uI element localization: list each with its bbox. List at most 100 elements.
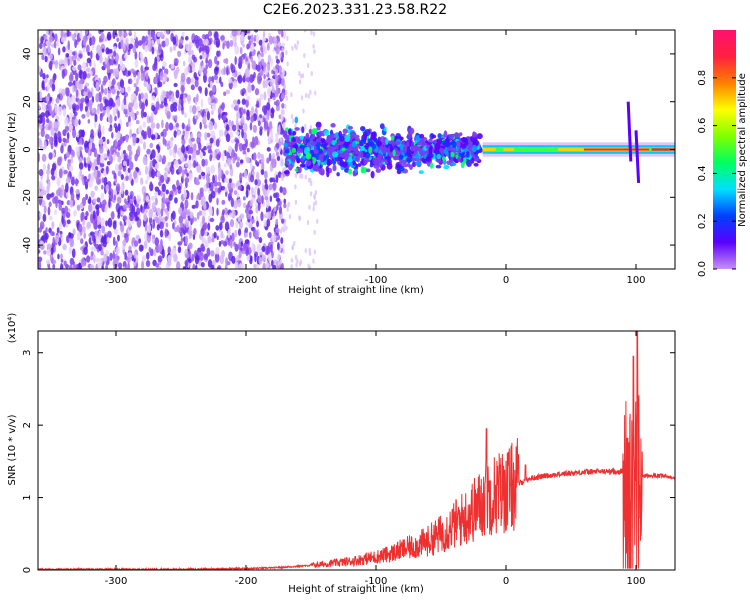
heatmap-cell <box>42 213 47 222</box>
heatmap-cell <box>58 221 63 230</box>
heatmap-cell <box>114 115 117 122</box>
heatmap-cell <box>44 109 50 119</box>
heatmap-cell <box>151 95 156 101</box>
heatmap-cell <box>106 31 112 41</box>
heatmap-cell <box>164 228 168 239</box>
heatmap-cell <box>74 118 79 127</box>
heatmap-cell <box>227 145 233 154</box>
heatmap-cell <box>281 42 286 47</box>
heatmap-cell <box>57 106 63 116</box>
heatmap-cell <box>283 203 287 209</box>
heatmap-cell <box>65 138 69 144</box>
heatmap-cell <box>245 189 249 198</box>
heatmap-cell <box>239 221 244 229</box>
heatmap-cell <box>301 126 305 134</box>
heatmap-cell <box>265 211 269 218</box>
heatmap-cell <box>95 204 100 210</box>
heatmap-cell <box>78 119 81 126</box>
heatmap-cell <box>136 194 141 205</box>
heatmap-cell <box>308 204 311 210</box>
heatmap-cell <box>238 56 243 66</box>
heatmap-cell <box>69 124 74 131</box>
heatmap-cell <box>76 263 80 269</box>
heatmap-cell <box>368 146 373 154</box>
heatmap-cell <box>138 93 142 102</box>
heatmap-cell <box>249 161 253 171</box>
colorbar-tick-label: 0.6 <box>697 118 708 134</box>
spectrogram-x-label: Height of straight line (km) <box>288 285 424 296</box>
heatmap-cell <box>203 52 207 59</box>
heatmap-cell <box>190 192 194 201</box>
heatmap-cell <box>248 209 254 215</box>
heatmap-cell <box>107 73 111 81</box>
heatmap-cell <box>82 219 86 226</box>
heatmap-cell <box>294 254 298 260</box>
heatmap-cell <box>249 199 253 207</box>
heatmap-cell <box>248 231 252 239</box>
heatmap-cell <box>164 37 169 47</box>
heatmap-cell <box>155 101 160 110</box>
heatmap-cell <box>270 108 275 114</box>
heatmap-cell <box>128 150 133 157</box>
heatmap-cell <box>443 164 450 170</box>
heatmap-cell <box>243 123 248 132</box>
heatmap-cell <box>117 170 122 177</box>
heatmap-cell <box>90 129 94 136</box>
heatmap-cell <box>443 140 450 148</box>
heatmap-cell <box>307 93 310 99</box>
heatmap-cell <box>184 199 189 209</box>
heatmap-cell <box>181 169 185 179</box>
heatmap-cell <box>280 149 283 156</box>
heatmap-cell <box>39 212 42 218</box>
heatmap-cell <box>306 219 310 225</box>
heatmap-cell <box>39 71 43 76</box>
heatmap-cell <box>205 181 210 189</box>
heatmap-cell <box>223 163 227 168</box>
heatmap-cell <box>127 144 132 152</box>
heatmap-cell <box>237 74 243 84</box>
heatmap-cell <box>60 145 64 154</box>
heatmap-cell <box>120 57 123 67</box>
heatmap-cell <box>254 179 258 186</box>
heatmap-cell <box>38 169 44 177</box>
heatmap-cell <box>120 174 124 181</box>
heatmap-cell <box>59 188 63 198</box>
heatmap-cell <box>450 151 455 158</box>
heatmap-cell <box>431 134 437 139</box>
heatmap-cell <box>43 205 47 214</box>
heatmap-cell <box>123 108 128 115</box>
heatmap-cell <box>315 218 319 224</box>
heatmap-cell <box>245 99 249 108</box>
heatmap-cell <box>161 183 166 193</box>
heatmap-cell <box>187 159 192 170</box>
heatmap-cell <box>184 235 189 245</box>
heatmap-cell <box>251 60 257 70</box>
heatmap-cell <box>71 33 75 40</box>
heatmap-cell <box>227 120 232 126</box>
heatmap-cell <box>151 234 155 244</box>
heatmap-cell <box>263 107 267 116</box>
heatmap-cell <box>304 92 308 98</box>
heatmap-cell <box>220 185 226 191</box>
heatmap-cell <box>129 214 134 222</box>
heatmap-cell <box>122 260 127 269</box>
heatmap-cell <box>230 182 236 189</box>
heatmap-cell <box>295 262 298 268</box>
heatmap-cell <box>182 266 187 269</box>
heatmap-cell <box>271 85 275 93</box>
heatmap-band-peak <box>651 148 675 151</box>
heatmap-cell <box>84 216 88 221</box>
heatmap-cell <box>296 258 299 264</box>
heatmap-cell <box>277 261 280 267</box>
heatmap-cell <box>38 139 43 149</box>
heatmap-cell <box>123 154 128 163</box>
heatmap-cell <box>141 102 145 111</box>
heatmap-cell <box>66 151 70 159</box>
heatmap-cell <box>156 207 161 216</box>
heatmap-cell <box>264 170 268 180</box>
heatmap-cell <box>472 133 477 138</box>
spectrogram-heatmap <box>38 30 675 269</box>
heatmap-cell <box>115 240 118 247</box>
heatmap-cell <box>160 174 165 184</box>
